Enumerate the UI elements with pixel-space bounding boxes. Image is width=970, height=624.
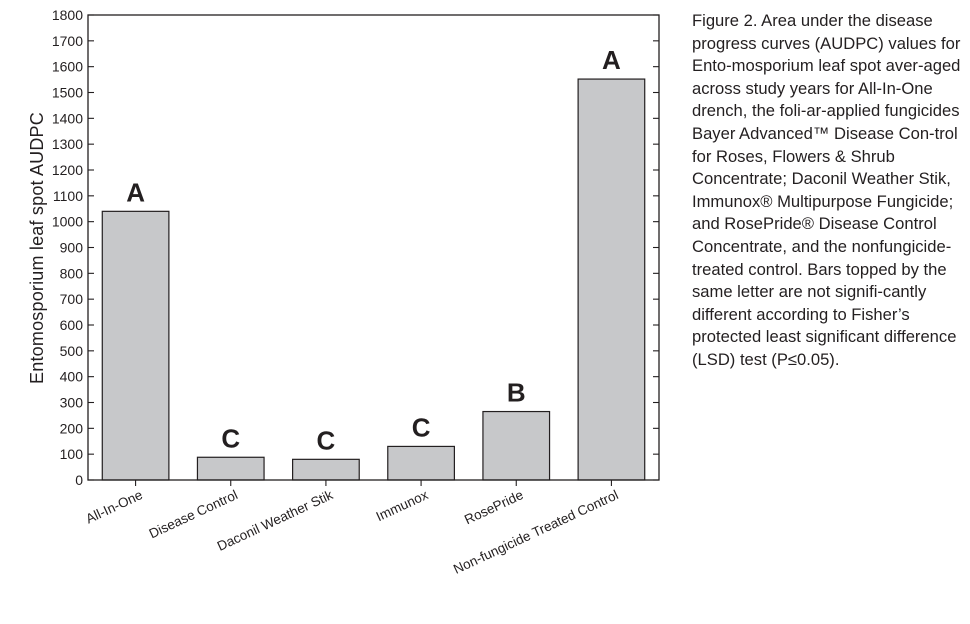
y-tick-label: 400 [60, 369, 84, 385]
x-tick-label: Non-fungicide Treated Control [451, 487, 621, 577]
y-tick-label: 100 [60, 446, 84, 462]
plot-frame [87, 14, 660, 481]
y-tick-label: 1300 [52, 136, 83, 152]
bar [387, 445, 455, 481]
y-tick-label: 0 [75, 472, 83, 488]
y-tick-label: 1400 [52, 110, 83, 126]
y-tick-label: 1200 [52, 162, 83, 178]
figure-caption: Figure 2. Area under the disease progres… [692, 11, 961, 369]
y-tick-label: 1000 [52, 214, 83, 230]
bar [196, 456, 265, 481]
bar [577, 78, 646, 481]
significance-letter: C [412, 412, 431, 442]
y-tick-label: 600 [60, 317, 84, 333]
y-tick-label: 200 [60, 420, 84, 436]
y-tick-label: 500 [60, 343, 84, 359]
significance-letter: B [507, 378, 526, 408]
x-tick-label: All-In-One [83, 487, 144, 526]
y-tick-label: 1100 [53, 188, 83, 204]
bar [292, 458, 360, 481]
y-axis-ticks: 0 100 200 300 400 500 600 700 800 900 1000 1100 1200… [52, 7, 659, 488]
y-tick-label: 300 [60, 395, 84, 411]
x-tick-label: Disease Control [147, 487, 240, 541]
y-tick-label: 700 [60, 291, 84, 307]
y-tick-label: 1500 [52, 85, 83, 101]
x-tick-label: RosePride [462, 487, 525, 527]
bars [101, 78, 646, 481]
y-tick-label: 900 [60, 240, 84, 256]
y-tick-label: 1800 [52, 7, 83, 23]
y-axis-label: Entomosporium leaf spot AUDPC [27, 112, 47, 384]
y-tick-label: 800 [60, 265, 84, 281]
bar [101, 210, 170, 481]
significance-letters: A C C C B A [126, 45, 621, 455]
significance-letter: C [317, 425, 336, 455]
bar-chart: Entomosporium leaf spot AUDPC 0 100 200 300… [27, 7, 660, 577]
significance-letter: A [602, 45, 621, 75]
y-tick-label: 1700 [52, 33, 83, 49]
significance-letter: A [126, 177, 145, 207]
x-tick-label: Immunox [374, 487, 431, 524]
bar [482, 410, 551, 481]
y-tick-label: 1600 [52, 59, 83, 75]
significance-letter: C [221, 423, 240, 453]
